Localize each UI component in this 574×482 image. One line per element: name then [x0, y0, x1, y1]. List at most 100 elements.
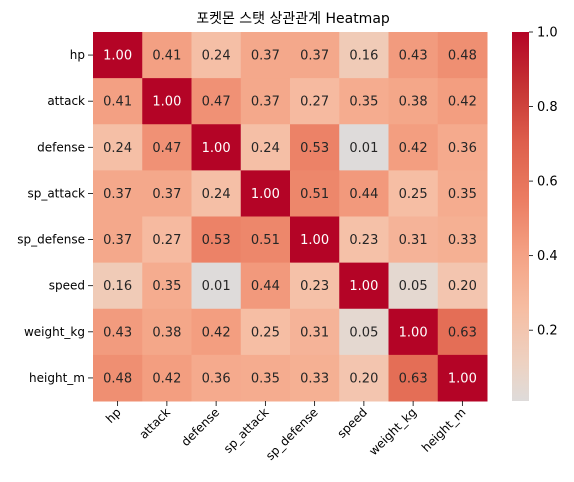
cell-value-label: 0.35	[152, 279, 181, 294]
y-tick-label-height_m: height_m	[29, 371, 85, 385]
cell-value-label: 0.37	[251, 95, 280, 110]
heatmap-cell-weight_kg-sp_defense	[290, 308, 340, 356]
cell-value-label: 0.37	[300, 49, 329, 64]
heatmap-cell-hp-speed	[339, 32, 389, 79]
cell-value-label: 0.05	[399, 279, 428, 294]
cell-value-label: 0.63	[399, 371, 428, 386]
heatmap-cell-defense-speed	[339, 124, 389, 171]
heatmap-cell-speed-sp_attack	[240, 262, 291, 310]
cell-value-label: 0.16	[103, 279, 132, 294]
heatmap-cell-sp_attack-attack	[142, 170, 192, 217]
cell-value-label: 0.01	[349, 141, 378, 156]
heatmap-cell-defense-sp_defense	[290, 124, 340, 171]
colorbar-tick-label: 1.0	[537, 26, 558, 41]
heatmap-cell-defense-attack	[142, 124, 192, 171]
heatmap-cell-speed-height_m	[437, 262, 488, 310]
heatmap-cell-defense-height_m	[437, 124, 488, 171]
cell-value-label: 0.37	[103, 233, 132, 248]
heatmap-cell-sp_defense-sp_attack	[240, 216, 291, 264]
colorbar: 0.2 0.4 0.6 0.8 1.0	[512, 26, 558, 401]
heatmap-cell-weight_kg-weight_kg	[388, 308, 439, 356]
heatmap-cell-defense-defense	[191, 124, 242, 171]
x-tick-label-attack: attack	[136, 405, 173, 442]
heatmap-cell-sp_attack-sp_attack	[240, 170, 291, 217]
cell-value-label: 0.36	[202, 371, 231, 386]
chart-title: 포켓몬 스탯 상관관계 Heatmap	[196, 11, 390, 27]
cell-value-label: 1.00	[202, 141, 231, 156]
heatmap-cell-sp_defense-height_m	[437, 216, 488, 264]
cell-value-label: 1.00	[399, 325, 428, 340]
cell-value-label: 0.23	[349, 233, 378, 248]
cell-value-label: 0.24	[251, 141, 280, 156]
cell-value-label: 0.01	[202, 279, 231, 294]
cell-value-label: 0.31	[300, 325, 329, 340]
heatmap-cell-defense-sp_attack	[240, 124, 291, 171]
y-tick-label-hp: hp	[70, 48, 85, 62]
x-tick-label-sp_defense: sp_defense	[263, 405, 321, 463]
heatmap-cell-hp-sp_attack	[240, 32, 291, 79]
heatmap-cell-sp_defense-attack	[142, 216, 192, 264]
y-tick-label-attack: attack	[47, 94, 85, 108]
heatmap-cells: 1.00 0.41 0.24 0.37 0.37 0.16 0.43 0.48 0.41 1.00…	[93, 32, 488, 402]
cell-value-label: 0.37	[103, 187, 132, 202]
colorbar-tick-label: 0.8	[537, 100, 558, 115]
heatmap-cell-speed-defense	[191, 262, 242, 310]
heatmap-cell-attack-hp	[93, 78, 143, 125]
heatmap-cell-attack-defense	[191, 78, 242, 125]
cell-value-label: 0.47	[202, 95, 231, 110]
cell-value-label: 0.51	[300, 187, 329, 202]
heatmap-cell-height_m-sp_attack	[240, 354, 291, 402]
heatmap-cell-height_m-speed	[339, 354, 389, 402]
cell-value-label: 0.51	[251, 233, 280, 248]
cell-value-label: 0.36	[448, 141, 477, 156]
x-tick-label-hp: hp	[103, 405, 124, 426]
heatmap-cell-weight_kg-speed	[339, 308, 389, 356]
heatmap-cell-weight_kg-height_m	[437, 308, 488, 356]
cell-value-label: 0.24	[103, 141, 132, 156]
heatmap-cell-sp_attack-speed	[339, 170, 389, 217]
cell-value-label: 0.42	[399, 141, 428, 156]
cell-value-label: 1.00	[349, 279, 378, 294]
colorbar-tick-label: 0.6	[537, 175, 558, 190]
heatmap-cell-weight_kg-sp_attack	[240, 308, 291, 356]
x-tick-label-weight_kg: weight_kg	[366, 405, 419, 458]
cell-value-label: 0.48	[103, 371, 132, 386]
heatmap-cell-height_m-sp_defense	[290, 354, 340, 402]
cell-value-label: 0.33	[300, 371, 329, 386]
cell-value-label: 0.37	[251, 49, 280, 64]
cell-value-label: 0.05	[349, 325, 378, 340]
heatmap-cell-sp_attack-defense	[191, 170, 242, 217]
cell-value-label: 0.16	[349, 49, 378, 64]
cell-value-label: 0.53	[300, 141, 329, 156]
cell-value-label: 0.24	[202, 49, 231, 64]
colorbar-tick-label: 0.2	[537, 324, 558, 339]
cell-value-label: 0.20	[349, 371, 378, 386]
heatmap-cell-height_m-defense	[191, 354, 242, 402]
heatmap-cell-speed-speed	[339, 262, 389, 310]
heatmap-cell-weight_kg-attack	[142, 308, 192, 356]
cell-value-label: 0.47	[152, 141, 181, 156]
x-tick-label-height_m: height_m	[419, 405, 468, 454]
cell-value-label: 0.20	[448, 279, 477, 294]
y-tick-label-sp_defense: sp_defense	[17, 233, 85, 247]
heatmap-cell-sp_attack-sp_defense	[290, 170, 340, 217]
cell-value-label: 1.00	[152, 95, 181, 110]
y-tick-label-sp_attack: sp_attack	[27, 186, 85, 200]
heatmap-cell-attack-attack	[142, 78, 192, 125]
cell-value-label: 1.00	[103, 49, 132, 64]
heatmap-cell-hp-sp_defense	[290, 32, 340, 79]
heatmap-cell-hp-height_m	[437, 32, 488, 79]
heatmap-cell-weight_kg-hp	[93, 308, 143, 356]
cell-value-label: 0.41	[152, 49, 181, 64]
heatmap-cell-hp-attack	[142, 32, 192, 79]
x-tick-label-defense: defense	[179, 405, 223, 449]
cell-value-label: 0.43	[103, 325, 132, 340]
heatmap-cell-attack-weight_kg	[388, 78, 439, 125]
cell-value-label: 0.41	[103, 95, 132, 110]
heatmap-cell-sp_defense-hp	[93, 216, 143, 264]
cell-value-label: 0.44	[251, 279, 280, 294]
heatmap-cell-sp_defense-speed	[339, 216, 389, 264]
